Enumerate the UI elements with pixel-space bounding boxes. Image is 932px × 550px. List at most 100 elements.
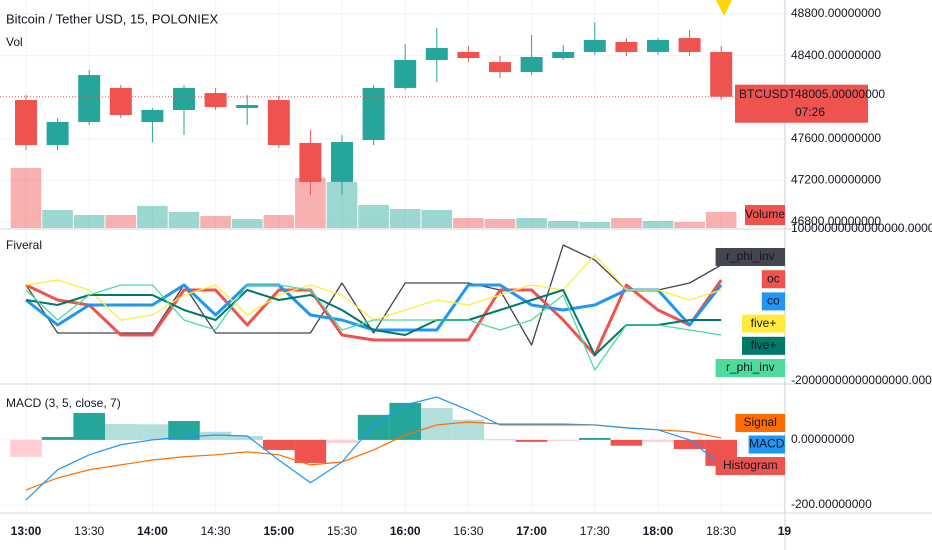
volume-bar — [358, 205, 389, 228]
volume-bar — [642, 221, 674, 228]
candle-body — [520, 56, 543, 73]
candle-body — [457, 51, 480, 59]
candle-body — [362, 87, 385, 141]
volume-bar — [611, 218, 642, 228]
volume-bar — [137, 206, 168, 228]
x-tick-label: 18:00 — [643, 524, 674, 538]
x-tick-label: 16:30 — [453, 524, 483, 538]
legend-box — [715, 248, 785, 266]
volume-bar — [263, 215, 295, 228]
histogram-bar — [41, 436, 74, 440]
candle-body — [46, 121, 69, 146]
legend-label: Volume — [745, 207, 785, 221]
legend-box — [761, 270, 785, 289]
volume-bar — [168, 212, 200, 228]
volume-bar — [10, 168, 42, 228]
signal-marker — [716, 0, 732, 16]
volume-bar — [105, 215, 137, 228]
histogram-bar — [326, 439, 358, 443]
volume-bar — [674, 222, 705, 228]
series-line — [25, 279, 723, 357]
candle-body — [710, 51, 733, 97]
histogram-bar — [610, 439, 643, 446]
legend-box — [742, 336, 785, 355]
candle-body — [425, 48, 448, 60]
y-tick-label: -200.00000000 — [791, 497, 872, 511]
legend-label: five+ — [751, 338, 777, 352]
volume-bar — [453, 218, 484, 228]
legend-label: co — [767, 294, 780, 308]
volume-bar — [421, 210, 453, 228]
histogram-bar — [136, 424, 169, 440]
x-tick-label: 17:00 — [516, 524, 547, 538]
candle-body — [678, 38, 701, 52]
candle-body — [236, 105, 259, 109]
last-price-box — [735, 84, 868, 123]
volume-title: Vol — [6, 35, 23, 49]
legend-label: five+ — [751, 316, 777, 330]
indicator-title: Fiveral — [6, 238, 42, 252]
axis-label: 10000000000000000.00000000 — [791, 221, 932, 235]
x-tick-label: 18:30 — [706, 524, 736, 538]
histogram-bar — [484, 439, 516, 441]
histogram-bar — [294, 439, 327, 463]
histogram-bar — [105, 423, 137, 440]
x-tick-label: 13:00 — [11, 524, 42, 538]
candle-body — [78, 75, 101, 122]
candle-body — [489, 62, 511, 73]
candle-body — [615, 42, 638, 52]
x-tick-label: 14:30 — [201, 524, 231, 538]
countdown: 07:26 — [795, 105, 825, 119]
x-tick-label: 13:30 — [74, 524, 104, 538]
legend-label: r_phi_inv — [726, 249, 775, 263]
legend-box — [715, 359, 785, 377]
candle-body — [173, 87, 195, 110]
volume-bar — [705, 212, 737, 228]
candle-body — [299, 142, 322, 182]
histogram-bar — [547, 439, 579, 441]
legend-box — [745, 205, 785, 225]
histogram-bar — [642, 439, 674, 442]
candle-body — [141, 109, 164, 122]
volume-bar — [547, 221, 579, 228]
legend-box — [748, 435, 785, 454]
legend-box — [715, 457, 785, 475]
x-tick-label: 19 — [778, 524, 792, 538]
volume-bar — [73, 215, 105, 228]
series-line — [25, 289, 722, 356]
legend-label: Signal — [744, 415, 777, 429]
y-tick-label: 47600.00000000 — [791, 131, 881, 145]
y-tick-label: 48800.00000000 — [791, 6, 881, 20]
y-tick-label: 48400.00000000 — [791, 48, 881, 62]
x-tick-label: 15:00 — [263, 524, 294, 538]
volume-bar — [231, 219, 263, 228]
x-tick-label: 16:00 — [390, 524, 421, 538]
candle-body — [552, 51, 575, 59]
histogram-bar — [452, 419, 485, 440]
x-tick-label: 14:00 — [137, 524, 168, 538]
volume-bar — [579, 222, 611, 228]
x-tick-label: 15:30 — [327, 524, 357, 538]
histogram-bar — [579, 437, 611, 440]
histogram-bar — [199, 431, 232, 440]
series-line — [25, 244, 722, 346]
legend-label: Histogram — [723, 458, 778, 472]
histogram-bar — [231, 435, 263, 440]
legend-box — [735, 414, 785, 432]
histogram-bar — [673, 439, 706, 449]
histogram-bar — [10, 439, 42, 457]
histogram-bar — [73, 412, 105, 440]
candle-body — [583, 40, 606, 52]
last-price-label: 48005.00000000 — [795, 87, 885, 101]
last-price-symbol: BTCUSDT — [739, 87, 796, 101]
histogram-bar — [263, 439, 295, 450]
y-tick-label: 46800.00000000 — [791, 214, 881, 228]
legend-label: MACD — [749, 437, 785, 451]
axis-label: -20000000000000000.00000000 — [791, 373, 932, 387]
chart-title: Bitcoin / Tether USD, 15, POLONIEX — [6, 11, 219, 26]
marks — [10, 22, 737, 501]
candle-body — [109, 87, 132, 115]
histogram-bar — [389, 402, 421, 440]
